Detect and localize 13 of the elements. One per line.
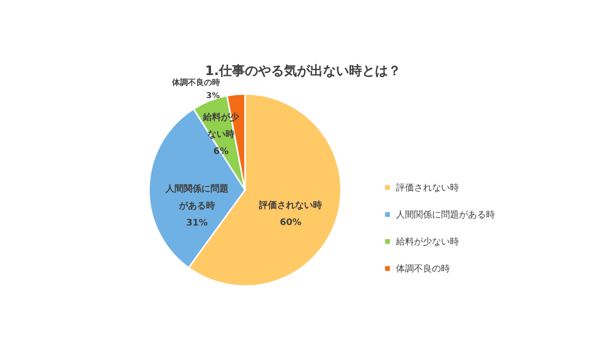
legend-label: 人間関係に問題がある時 <box>396 210 495 220</box>
text: がある時 <box>178 200 216 212</box>
legend-label: 評価されない時 <box>396 182 459 194</box>
data-label: 3% <box>206 90 220 100</box>
data-label: 31% <box>186 218 208 228</box>
data-label: 6% <box>213 146 229 157</box>
legend-label: 給料が少ない時 <box>395 236 459 248</box>
slice-label: 評価されない時 <box>258 200 322 211</box>
legend-label: 体調不良の時 <box>396 264 450 274</box>
text: 人間関係に問題 <box>164 183 229 194</box>
chart-title: 1.仕事のやる気が出ない時とは？ <box>205 64 401 79</box>
data-label: 60% <box>280 218 302 228</box>
slice-label: 体調不良の時 <box>170 76 220 87</box>
